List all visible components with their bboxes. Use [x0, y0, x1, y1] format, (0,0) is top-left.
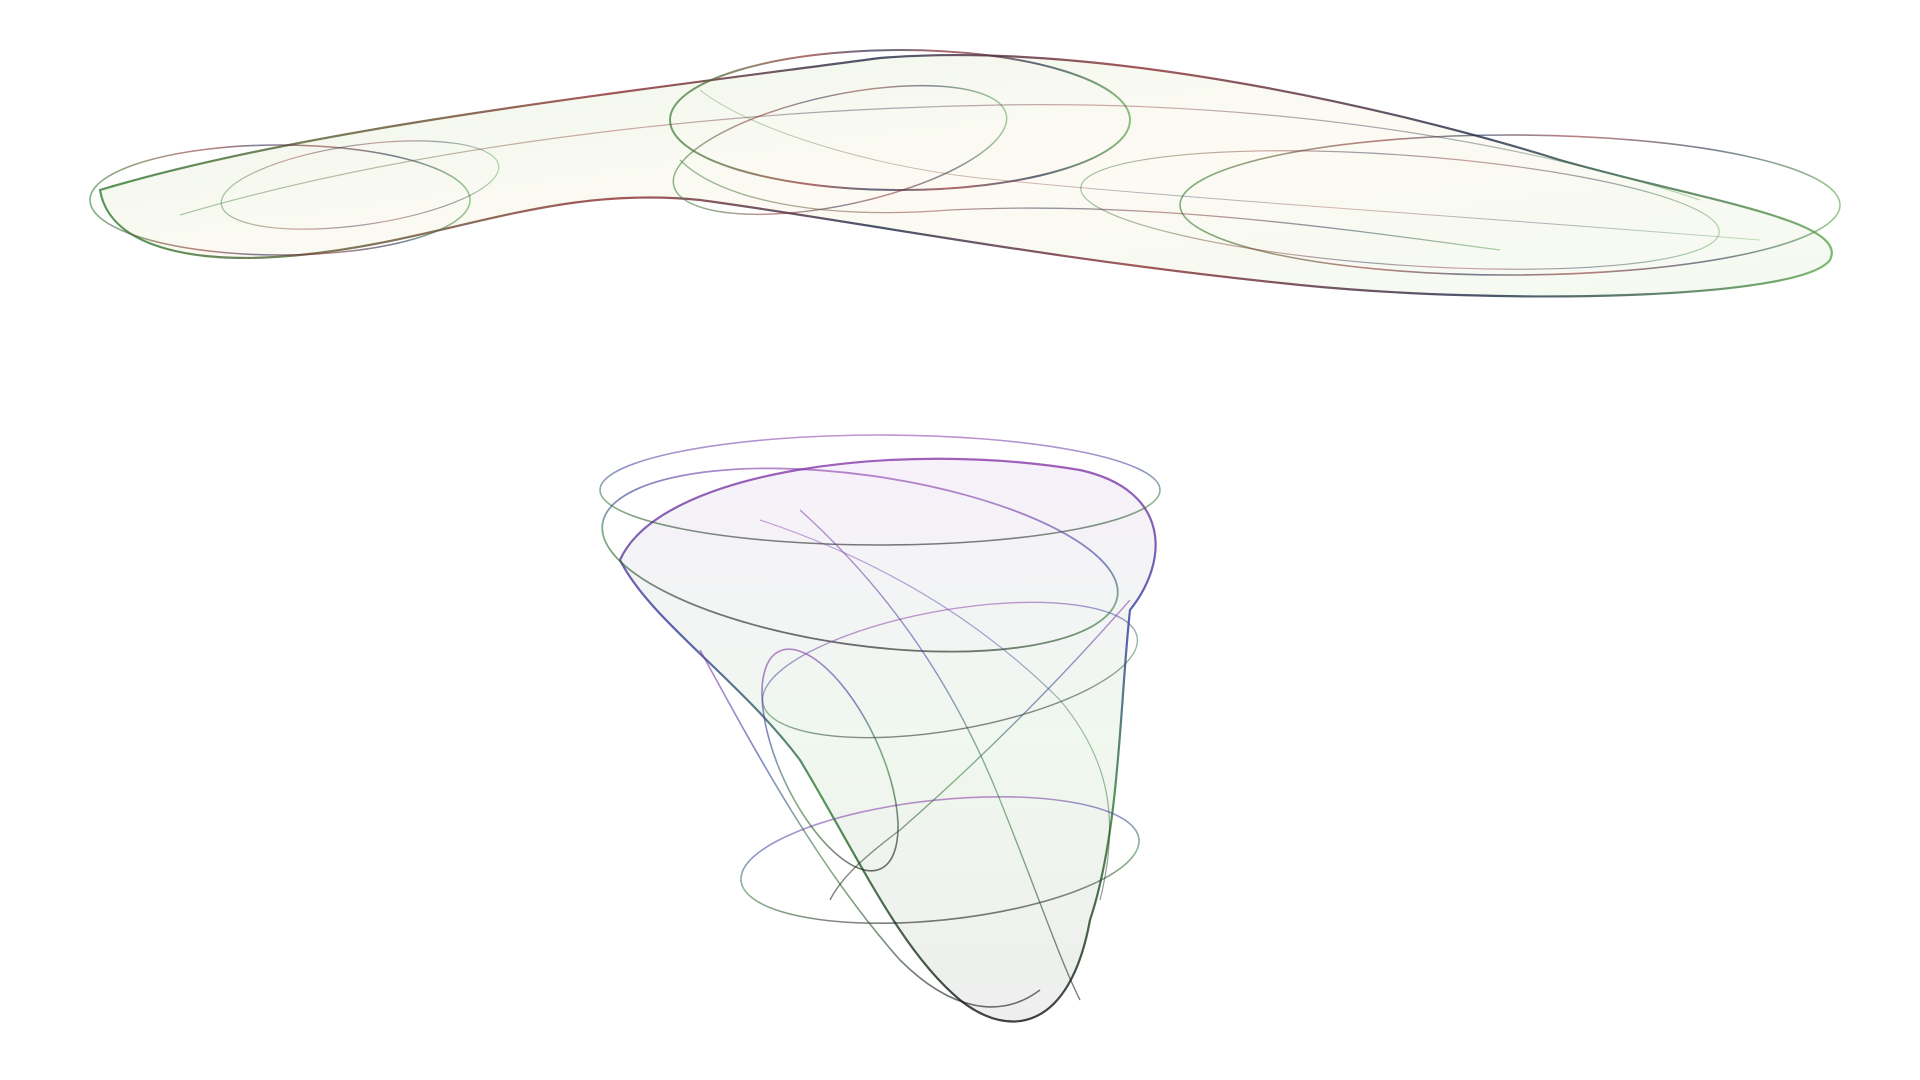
lower-top-ring — [599, 434, 1161, 546]
lower-strand-1 — [699, 649, 1041, 1008]
lower-strand-3 — [829, 599, 1131, 901]
lower-cone-attractor — [599, 434, 1161, 1023]
lower-outline — [618, 457, 1157, 1023]
upper-left-lobe — [89, 144, 471, 256]
lower-strand-2 — [799, 509, 1081, 1001]
lower-strand-4 — [759, 519, 1111, 901]
lower-small-loop — [761, 648, 899, 872]
lower-mid-ring — [601, 467, 1119, 653]
upper-right-lobe — [1179, 134, 1841, 276]
upper-crossing-1 — [179, 104, 1701, 216]
upper-left-lobe-inner — [220, 140, 500, 230]
upper-outline — [98, 54, 1833, 298]
upper-center-loop-inner — [672, 84, 1008, 216]
upper-crossing-3 — [699, 89, 1761, 241]
upper-crossing-2 — [679, 159, 1501, 251]
upper-flat-attractor — [89, 49, 1841, 298]
upper-center-loop — [669, 49, 1131, 191]
